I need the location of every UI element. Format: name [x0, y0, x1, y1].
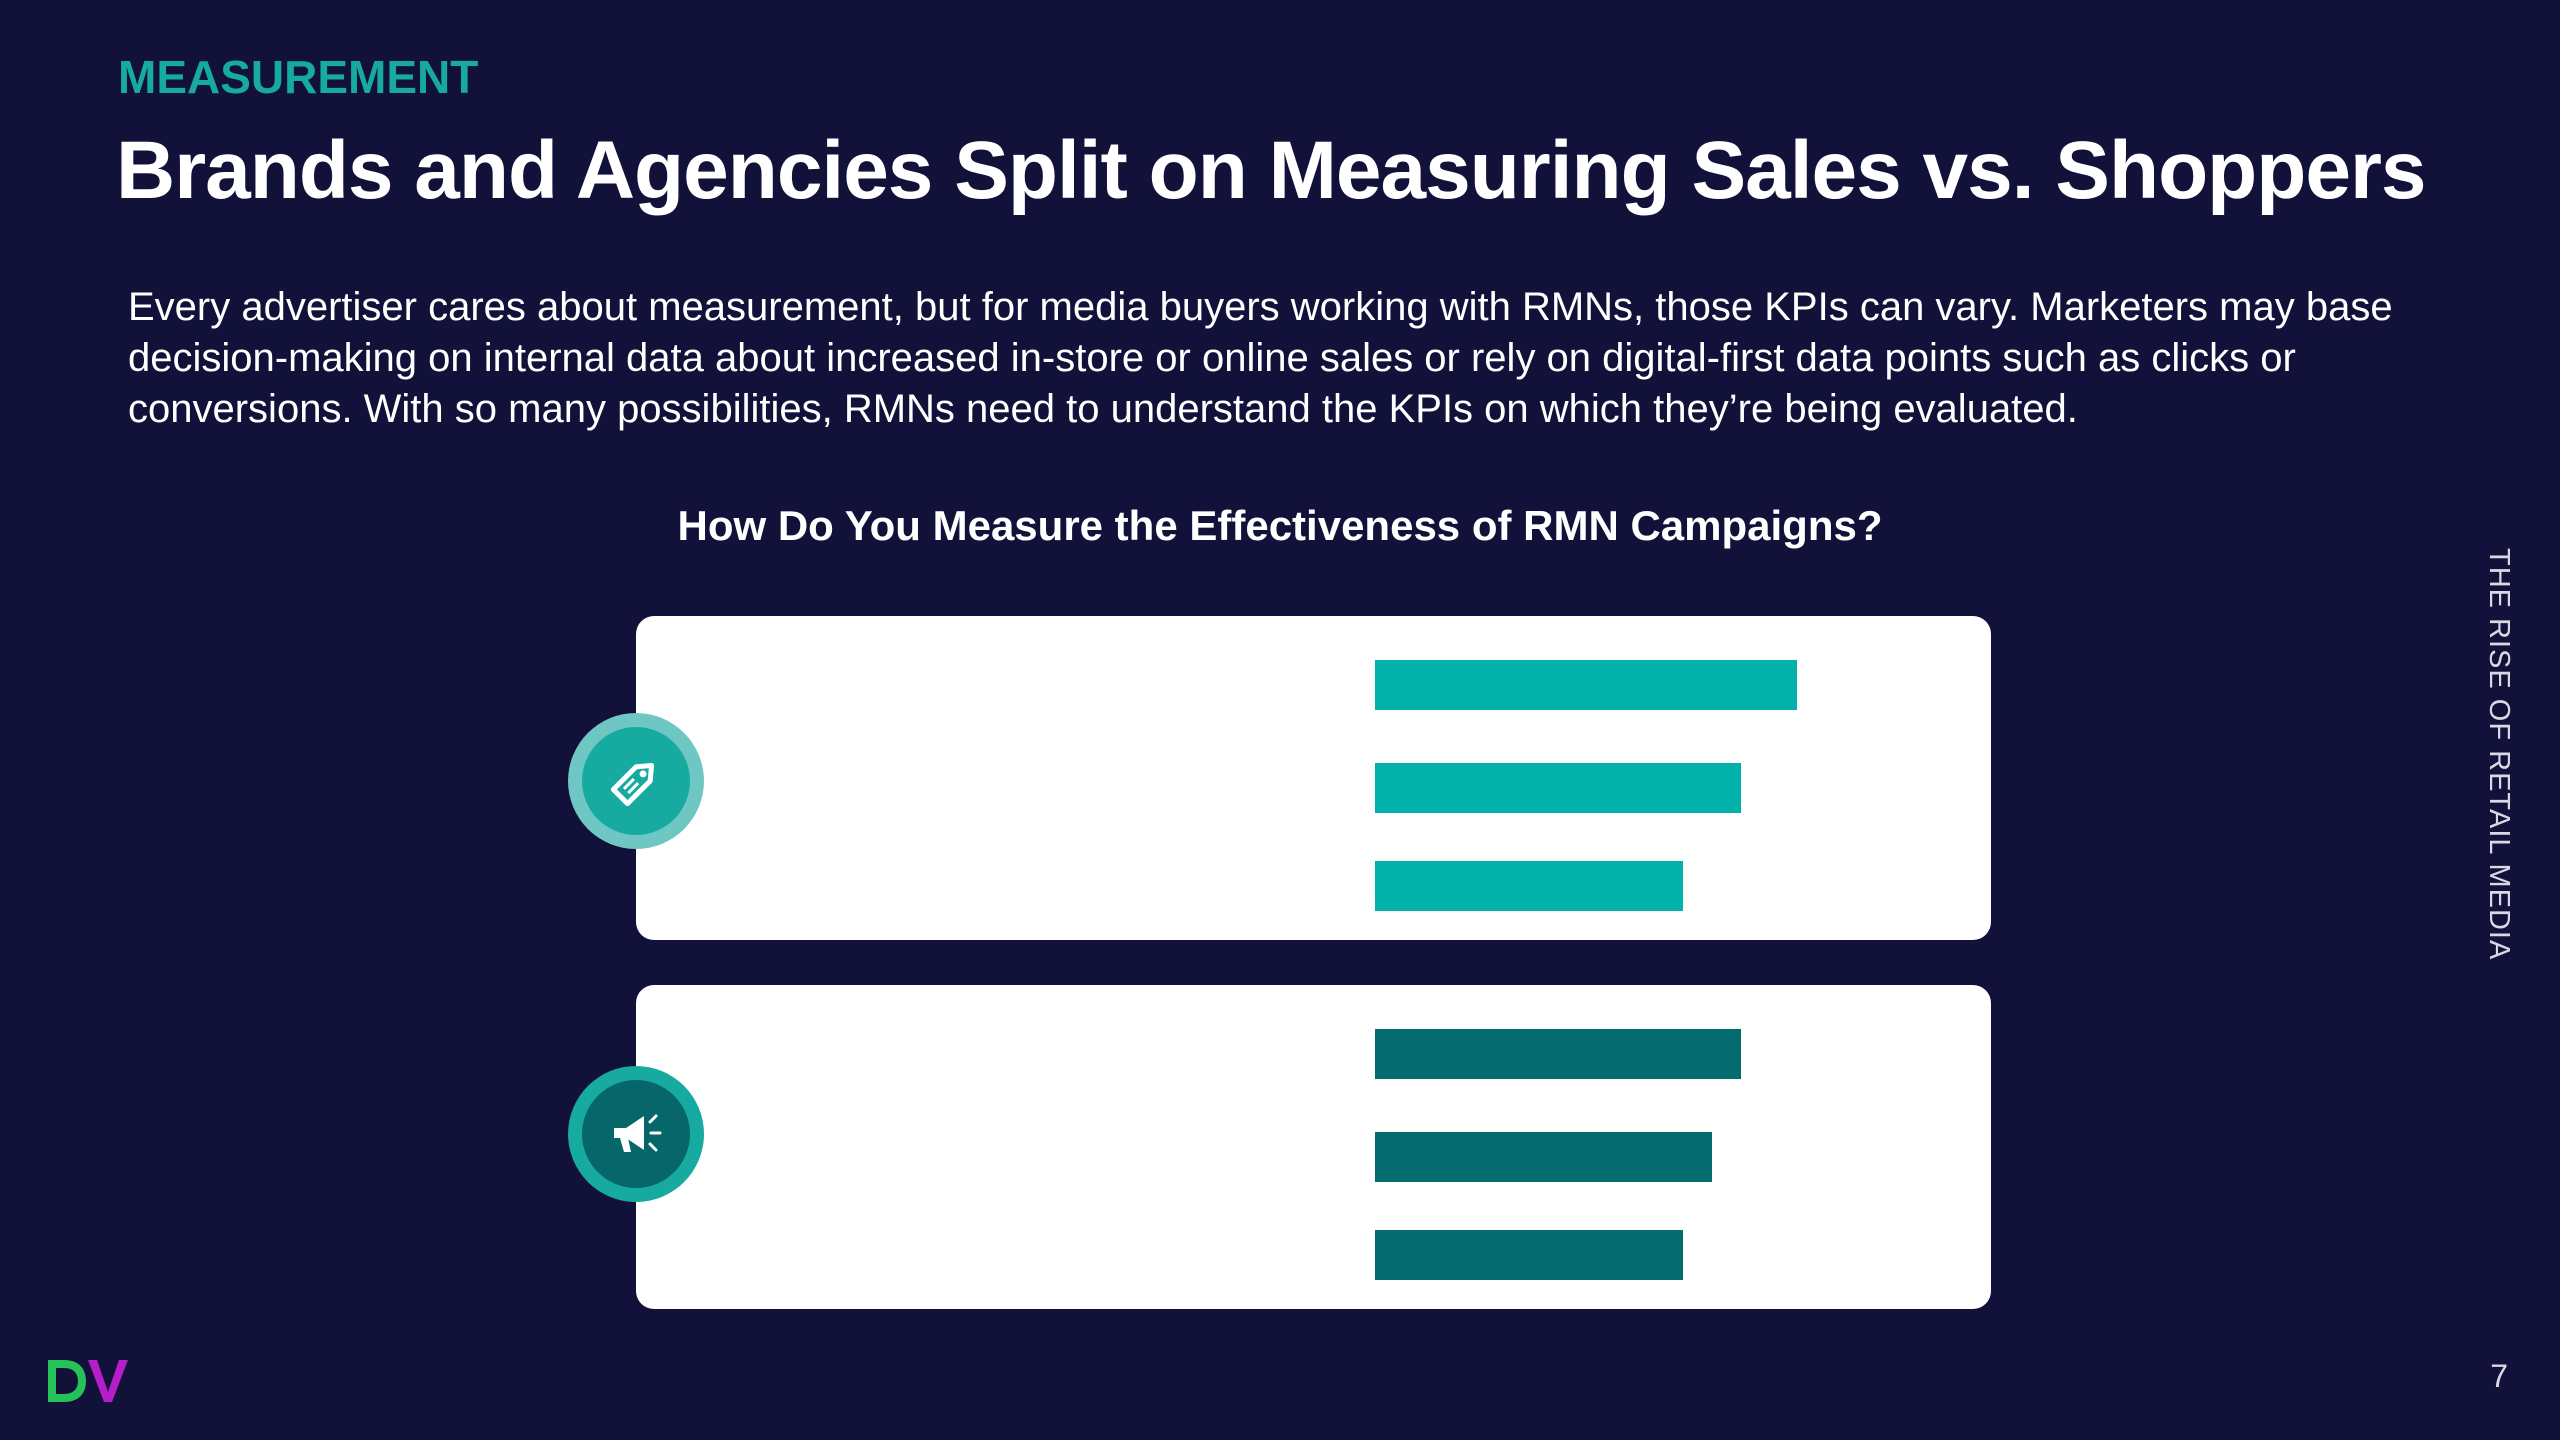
- chart-bar: [1375, 1029, 1742, 1079]
- chart-panel-group-2: [636, 985, 1991, 1309]
- chart-bar: [1375, 1132, 1712, 1182]
- chart-bar: [1375, 763, 1742, 813]
- chart-bar: [1375, 1230, 1683, 1280]
- dv-logo: [48, 1360, 128, 1402]
- chart-bar: [1375, 861, 1683, 911]
- price-tag-icon: [568, 713, 704, 849]
- chart-panel-group-1: [636, 616, 1991, 940]
- intro-paragraph: Every advertiser cares about measurement…: [128, 285, 2393, 431]
- price-tag-icon-graphic: [610, 762, 655, 807]
- megaphone-icon: [568, 1066, 704, 1202]
- section-eyebrow: MEASUREMENT: [118, 51, 479, 103]
- report-side-label: THE RISE OF RETAIL MEDIA: [2483, 548, 2515, 961]
- page-title: Brands and Agencies Split on Measuring S…: [116, 125, 2426, 216]
- chart-bar: [1375, 660, 1797, 710]
- page-number: 7: [2490, 1358, 2508, 1394]
- megaphone-icon-graphic: [614, 1114, 662, 1152]
- chart-title: How Do You Measure the Effectiveness of …: [677, 502, 1883, 549]
